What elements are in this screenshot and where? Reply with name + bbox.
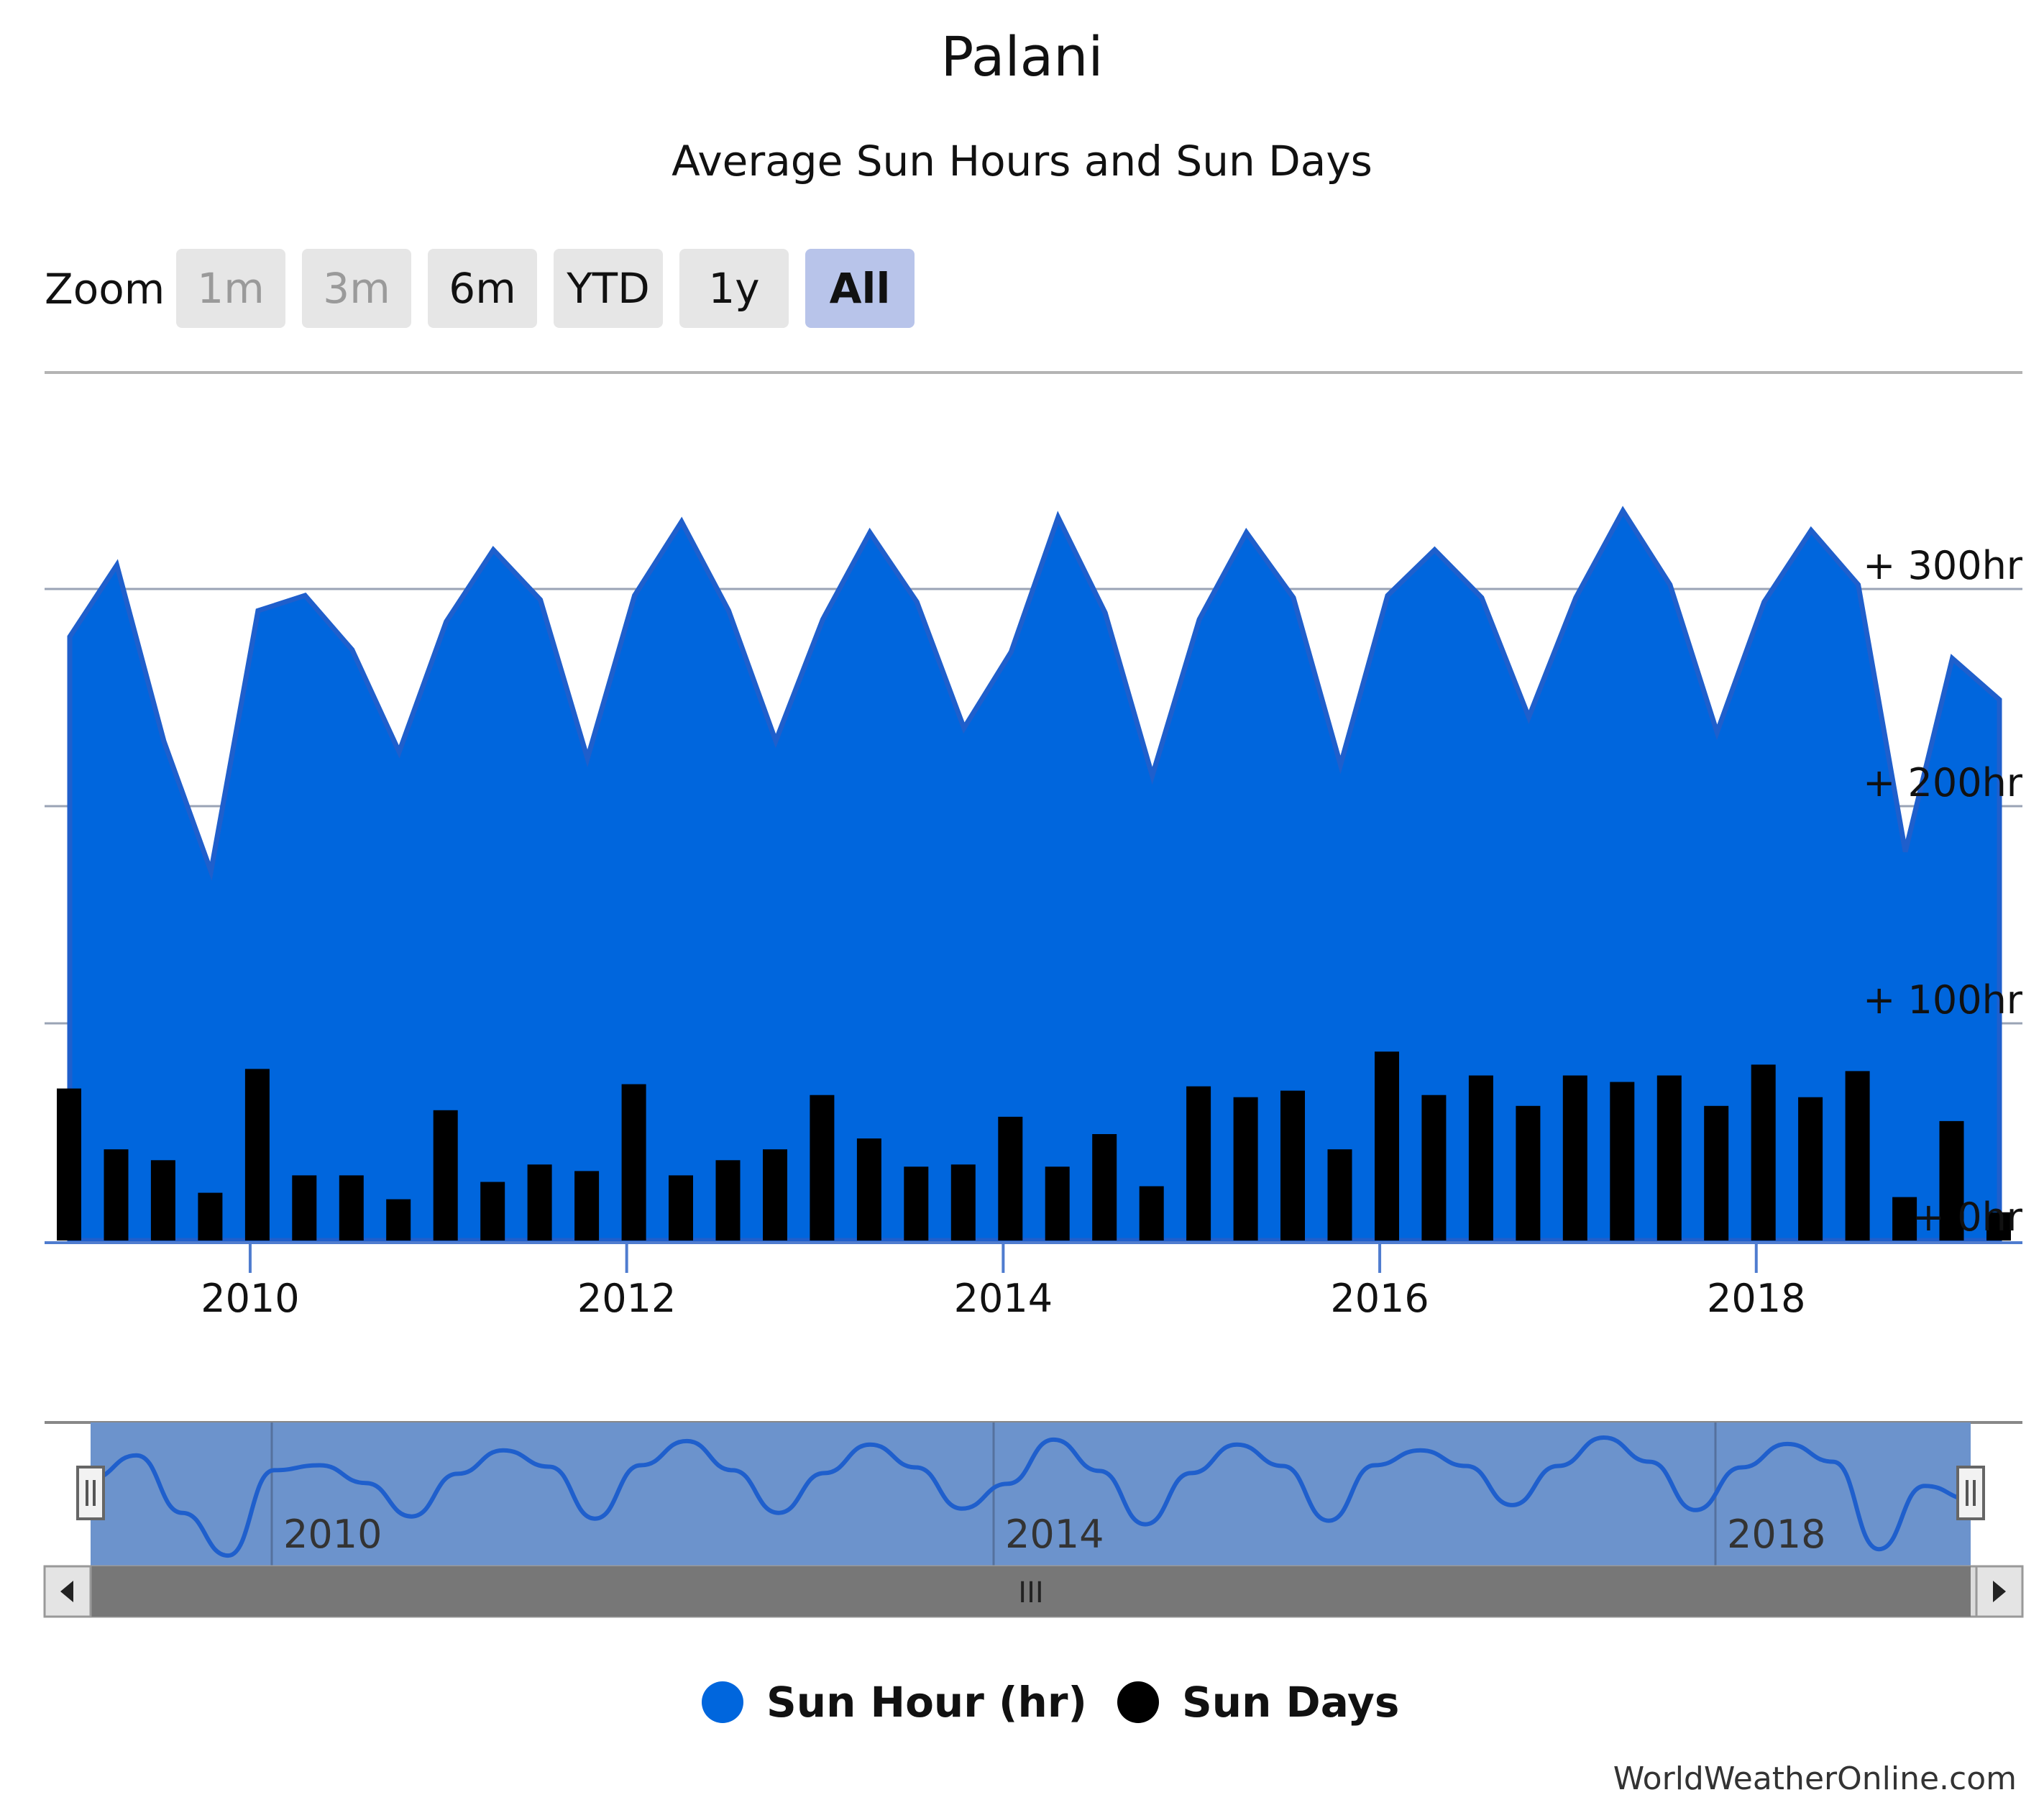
chart-legend: Sun Hour (hr) Sun Days [0,1670,2044,1735]
y-label-100: + 100hr [1863,977,2023,1023]
x-label-2016: 2016 [1330,1276,1429,1321]
navigator-right-handle[interactable] [1956,1466,1985,1520]
sun-days-bar [104,1149,129,1241]
sun-days-bar [57,1088,81,1241]
sun-days-bar [950,1164,976,1241]
navigator-left-handle[interactable] [76,1466,105,1520]
sun-days-bar [1375,1051,1399,1241]
navigator-series-line [90,1435,1971,1558]
sun-days-bar [1798,1097,1823,1241]
sun-days-bar [198,1192,223,1241]
sun-days-bar [150,1160,175,1241]
sun-days-bar [1139,1186,1164,1241]
sun-days-bar [1845,1071,1870,1241]
x-axis-ticks: 2010 2012 2014 2016 2018 [201,1243,1805,1321]
credit-text: WorldWeatherOnline.com [1613,1760,2017,1797]
scrollbar-left-arrow[interactable] [43,1565,92,1618]
sun-days-bar [339,1175,364,1241]
zoom-1y-button[interactable]: 1y [679,249,789,328]
y-axis-labels: + 0hr + 100hr + 200hr + 300hr [1863,543,2023,1240]
sun-days-bar [856,1138,881,1241]
navigator-selected-range[interactable] [91,1422,1971,1566]
sun-days-bar [1516,1105,1541,1241]
sun-days-bar [574,1171,600,1241]
sun-days-bar [480,1182,505,1241]
zoom-label: Zoom [45,265,165,314]
x-label-2018: 2018 [1707,1276,1805,1321]
sun-days-bar [1939,1120,1964,1241]
sun-days-bar [715,1160,741,1241]
sun-days-bar [1986,1212,2011,1241]
legend-label-sun-days: Sun Days [1182,1678,1400,1727]
sun-days-bar [1280,1090,1305,1241]
y-label-300: + 300hr [1863,543,2023,588]
zoom-3m-button[interactable]: 3m [302,249,411,328]
sun-days-bars [57,1051,2011,1241]
zoom-ytd-button[interactable]: YTD [554,249,663,328]
sun-days-bar [527,1164,552,1241]
sun-days-bar [1704,1105,1729,1241]
sun-days-bar [1421,1095,1447,1241]
x-label-2010: 2010 [201,1276,299,1321]
sun-days-bar [621,1084,646,1241]
sun-days-bar [292,1175,317,1241]
sun-days-bar [1610,1082,1635,1241]
zoom-6m-button[interactable]: 6m [428,249,537,328]
sun-days-bar [669,1175,693,1241]
legend-dot-sun-hour [702,1681,743,1723]
sun-days-bar [1562,1075,1587,1241]
navigator-label-2018: 2018 [1727,1512,1825,1557]
sun-hours-area [67,506,2002,1243]
chart-title: Palani [940,24,1104,88]
legend-label-sun-hour: Sun Hour (hr) [766,1678,1087,1727]
zoom-1m-button[interactable]: 1m [176,249,285,328]
chart-subtitle: Average Sun Hours and Sun Days [672,137,1372,186]
legend-item-sun-days[interactable]: Sun Days [1117,1670,1405,1735]
sun-days-bar [1751,1064,1776,1241]
sun-days-bar [998,1116,1023,1241]
scrollbar-grip: III [1018,1576,1043,1609]
legend-item-sun-hour[interactable]: Sun Hour (hr) [702,1670,1087,1735]
y-label-200: + 200hr [1863,760,2023,805]
x-label-2012: 2012 [577,1276,676,1321]
navigator-label-2010: 2010 [283,1512,382,1557]
legend-dot-sun-days [1117,1681,1159,1723]
scrollbar-right-arrow[interactable] [1975,1565,2024,1618]
sun-days-bar [1656,1075,1682,1241]
y-label-0: + 0hr [1912,1195,2023,1240]
sun-days-bar [386,1199,411,1241]
sun-days-bar [433,1110,458,1241]
scrollbar-thumb[interactable] [91,1566,1971,1617]
sun-days-bar [1327,1149,1352,1241]
sun-days-bar [1186,1086,1211,1241]
sun-days-bar [1045,1166,1070,1241]
sun-days-bar [244,1069,270,1241]
x-label-2014: 2014 [954,1276,1053,1321]
navigator-label-2014: 2014 [1005,1512,1104,1557]
sun-days-bar [1233,1097,1258,1241]
sun-days-bar [810,1095,835,1241]
sun-days-bar [763,1149,787,1241]
sun-days-bar [904,1166,929,1241]
sun-days-bar [1092,1134,1117,1241]
sun-days-bar [1468,1075,1493,1241]
sun-days-bar [1892,1197,1917,1241]
zoom-all-button[interactable]: All [805,249,915,328]
sun-chart: + 0hr+ 100hr+ 200hr+ 300hr 2010 2012 2014 2… [43,371,2024,1618]
